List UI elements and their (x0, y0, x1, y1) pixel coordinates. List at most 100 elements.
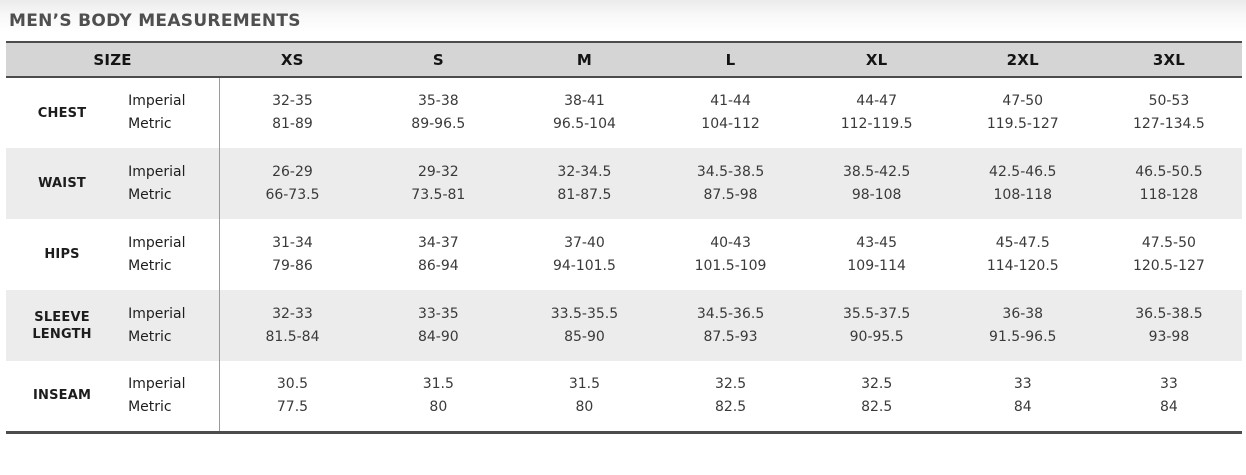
metric-value: 96.5-104 (552, 116, 616, 132)
imperial-value: 50-53 (1148, 93, 1190, 109)
metric-value: 86-94 (417, 257, 459, 274)
metric-label: Metric (128, 398, 172, 415)
unit-labels-cell: Imperial Metric (118, 77, 220, 148)
metric-value: 119.5-127 (986, 116, 1059, 132)
size-column-header: S (365, 41, 512, 78)
metric-label: Metric (128, 257, 172, 274)
imperial-label: Imperial (128, 163, 186, 180)
value-cell: 33 84 (1095, 361, 1242, 434)
unit-labels-cell: Imperial Metric (118, 219, 220, 290)
imperial-value: 33 (1159, 375, 1178, 392)
metric-value: 87.5-98 (703, 186, 758, 203)
value-cell: 35-38 89-96.5 (365, 77, 511, 148)
value-cell: 33.5-35.5 85-90 (511, 290, 658, 361)
imperial-value: 36-38 (1002, 305, 1044, 322)
measurement-row: HIPS Imperial Metric 31-34 79-86 34-37 86-94 37… (6, 219, 1242, 290)
metric-value: 91.5-96.5 (989, 328, 1057, 345)
metric-value: 66-73.5 (265, 186, 320, 203)
value-cell: 31-34 79-86 (219, 219, 365, 290)
imperial-value: 35.5-37.5 (842, 305, 911, 322)
value-cell: 26-29 66-73.5 (219, 148, 366, 219)
imperial-value: 47-50 (1002, 93, 1044, 109)
imperial-value: 32-34.5 (557, 163, 612, 180)
imperial-value: 32-33 (272, 305, 313, 322)
metric-value: 80 (575, 398, 594, 415)
value-cell: 36-38 91.5-96.5 (949, 290, 1096, 361)
size-column-header: 3XL (1095, 41, 1242, 78)
imperial-value: 35-38 (417, 93, 459, 109)
imperial-label: Imperial (128, 305, 186, 322)
size-chart-page: MEN’S BODY MEASUREMENTS SIZE XS S M L XL 2XL 3… (6, 11, 1242, 434)
imperial-value: 33.5-35.5 (550, 305, 619, 322)
metric-value: 104-112 (701, 116, 760, 132)
value-cell: 32-34.5 81-87.5 (511, 148, 658, 219)
metric-value: 114-120.5 (986, 257, 1059, 274)
size-header-row: SIZE XS S M L XL 2XL 3XL (6, 41, 1242, 78)
metric-label: Metric (128, 186, 172, 203)
value-cell: 47.5-50 120.5-127 (1096, 219, 1242, 290)
value-cell: 29-32 73.5-81 (365, 148, 512, 219)
imperial-value: 36.5-38.5 (1135, 305, 1203, 322)
value-cell: 34.5-38.5 87.5-98 (657, 148, 804, 219)
row-label: CHEST (37, 105, 87, 121)
size-column-header: 2XL (949, 41, 1096, 78)
imperial-value: 38-41 (564, 93, 605, 109)
metric-value: 127-134.5 (1132, 116, 1205, 132)
value-cell: 40-43 101.5-109 (657, 219, 803, 290)
imperial-label: Imperial (128, 93, 186, 109)
metric-value: 109-114 (847, 257, 906, 274)
imperial-value: 47.5-50 (1141, 234, 1196, 251)
metric-value: 93-98 (1148, 328, 1190, 345)
imperial-label: Imperial (128, 375, 186, 392)
metric-value: 84 (1159, 398, 1178, 415)
imperial-value: 29-32 (417, 163, 459, 180)
imperial-label: Imperial (128, 234, 186, 251)
metric-value: 85-90 (564, 328, 605, 345)
metric-value: 118-128 (1139, 186, 1199, 203)
value-cell: 43-45 109-114 (804, 219, 950, 290)
metric-label: Metric (128, 328, 172, 345)
value-cell: 32.5 82.5 (803, 361, 950, 434)
metric-value: 81-89 (272, 116, 313, 132)
table-body: CHEST Imperial Metric 32-35 81-89 35-38 89-96.… (6, 77, 1242, 434)
measurement-row: WAIST Imperial Metric 26-29 66-73.5 29-32 73.5… (6, 148, 1242, 219)
metric-value: 81-87.5 (557, 186, 612, 203)
metric-value: 80 (429, 398, 448, 415)
value-cell: 41-44 104-112 (657, 77, 803, 148)
value-cell: 32.5 82.5 (657, 361, 804, 434)
value-cell: 38.5-42.5 98-108 (803, 148, 950, 219)
metric-value: 108-118 (993, 186, 1053, 203)
metric-value: 84-90 (417, 328, 459, 345)
value-cell: 32-33 81.5-84 (219, 290, 366, 361)
value-cell: 33 84 (949, 361, 1096, 434)
metric-value: 87.5-93 (703, 328, 758, 345)
imperial-value: 32.5 (861, 375, 893, 392)
value-cell: 44-47 112-119.5 (804, 77, 950, 148)
metric-value: 82.5 (861, 398, 893, 415)
metric-value: 90-95.5 (849, 328, 904, 345)
imperial-value: 32.5 (714, 375, 747, 392)
metric-value: 77.5 (276, 398, 309, 415)
metric-value: 82.5 (714, 398, 747, 415)
value-cell: 47-50 119.5-127 (950, 77, 1096, 148)
imperial-value: 46.5-50.5 (1135, 163, 1203, 180)
row-label: WAIST (6, 148, 119, 219)
imperial-value: 38.5-42.5 (842, 163, 911, 180)
value-cell: 32-35 81-89 (219, 77, 365, 148)
metric-value: 101.5-109 (694, 257, 767, 274)
metric-value: 120.5-127 (1132, 257, 1205, 274)
value-cell: 46.5-50.5 118-128 (1095, 148, 1242, 219)
unit-labels-cell: Imperial Metric (118, 148, 220, 219)
imperial-value: 34.5-36.5 (696, 305, 765, 322)
imperial-value: 45-47.5 (995, 234, 1050, 251)
measurement-row: INSEAM Imperial Metric 30.5 77.5 31.5 80 31.5 80… (6, 361, 1242, 434)
imperial-value: 32-35 (272, 93, 313, 109)
value-cell: 42.5-46.5 108-118 (949, 148, 1096, 219)
value-cell: 38-41 96.5-104 (511, 77, 657, 148)
measurement-row: SLEEVE LENGTH Imperial Metric 32-33 81.5-84 3… (6, 290, 1242, 361)
imperial-value: 41-44 (710, 93, 751, 109)
metric-label: Metric (128, 116, 172, 132)
size-header-cell: SIZE (6, 41, 220, 78)
imperial-value: 40-43 (710, 234, 751, 251)
value-cell: 34.5-36.5 87.5-93 (657, 290, 804, 361)
